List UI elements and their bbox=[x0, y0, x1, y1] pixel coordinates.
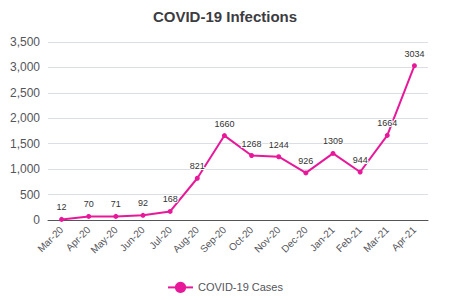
svg-text:1,000: 1,000 bbox=[10, 162, 40, 176]
svg-text:12: 12 bbox=[57, 202, 67, 212]
svg-text:821: 821 bbox=[190, 161, 205, 171]
svg-text:2,000: 2,000 bbox=[10, 111, 40, 125]
svg-text:3,000: 3,000 bbox=[10, 60, 40, 74]
svg-text:COVID-19 Cases: COVID-19 Cases bbox=[198, 281, 283, 293]
svg-text:92: 92 bbox=[138, 198, 148, 208]
svg-text:3034: 3034 bbox=[404, 49, 424, 59]
svg-text:Nov-20: Nov-20 bbox=[252, 224, 283, 255]
svg-text:Apr-20: Apr-20 bbox=[63, 224, 93, 254]
svg-text:1244: 1244 bbox=[269, 140, 289, 150]
svg-text:Oct-20: Oct-20 bbox=[226, 224, 255, 253]
svg-text:70: 70 bbox=[84, 199, 94, 209]
svg-text:Feb-21: Feb-21 bbox=[334, 224, 364, 254]
svg-text:926: 926 bbox=[298, 156, 313, 166]
svg-text:Dec-20: Dec-20 bbox=[279, 224, 310, 255]
svg-text:Jul-20: Jul-20 bbox=[147, 224, 174, 252]
svg-text:Jan-21: Jan-21 bbox=[308, 224, 338, 254]
svg-text:Apr-21: Apr-21 bbox=[389, 224, 418, 253]
svg-text:Jun-20: Jun-20 bbox=[118, 224, 148, 254]
svg-text:Sep-20: Sep-20 bbox=[198, 224, 229, 255]
svg-text:1,500: 1,500 bbox=[10, 137, 40, 151]
svg-text:Mar-20: Mar-20 bbox=[35, 224, 65, 254]
svg-text:COVID-19 Infections: COVID-19 Infections bbox=[153, 8, 297, 25]
svg-text:71: 71 bbox=[111, 199, 121, 209]
svg-text:500: 500 bbox=[20, 188, 40, 202]
svg-text:1268: 1268 bbox=[242, 139, 262, 149]
svg-text:Mar-21: Mar-21 bbox=[361, 224, 391, 254]
svg-text:1660: 1660 bbox=[214, 119, 234, 129]
svg-text:1664: 1664 bbox=[377, 118, 397, 128]
svg-text:0: 0 bbox=[33, 213, 40, 227]
svg-text:2,500: 2,500 bbox=[10, 86, 40, 100]
svg-text:May-20: May-20 bbox=[88, 224, 120, 256]
svg-text:3,500: 3,500 bbox=[10, 35, 40, 49]
svg-text:168: 168 bbox=[163, 194, 178, 204]
svg-text:Aug-20: Aug-20 bbox=[171, 224, 202, 255]
svg-text:944: 944 bbox=[353, 155, 368, 165]
svg-text:1309: 1309 bbox=[323, 136, 343, 146]
